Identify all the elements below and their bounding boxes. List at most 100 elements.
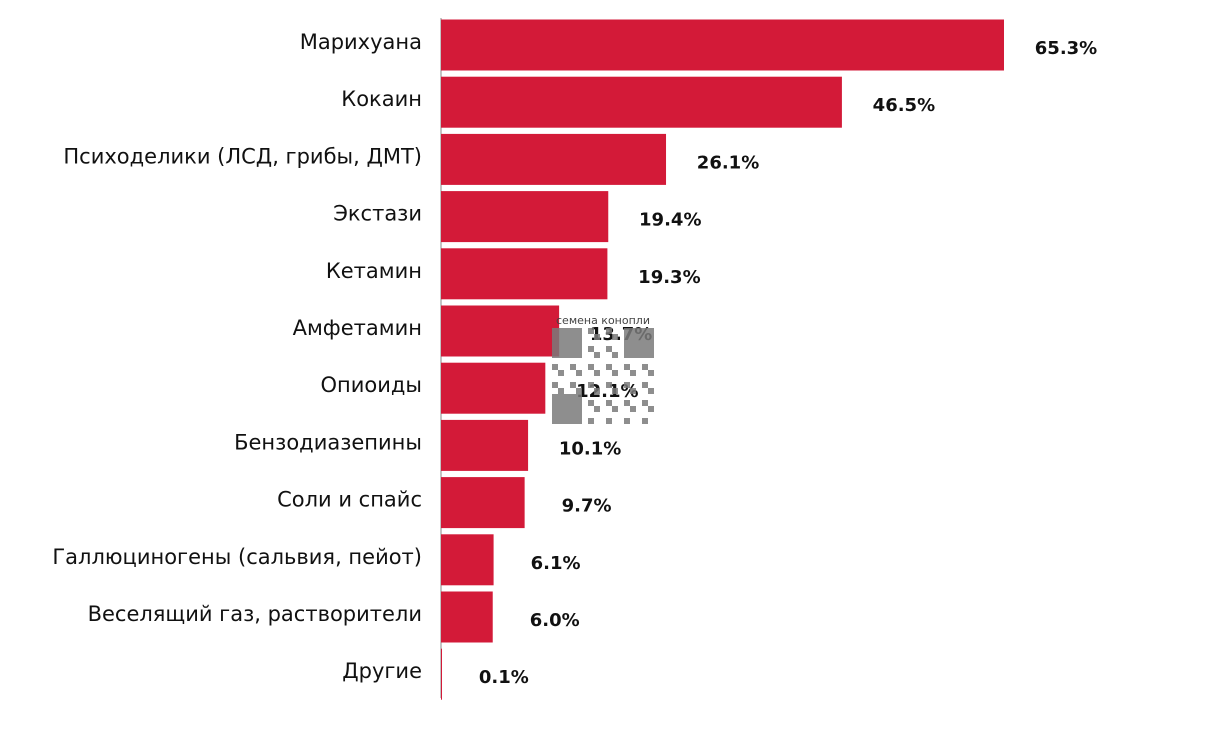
watermark-cell (648, 406, 654, 412)
watermark-cell (630, 370, 636, 376)
watermark-cell (564, 394, 570, 400)
watermark-cell (558, 418, 564, 424)
watermark-cell (606, 382, 612, 388)
watermark-cell (552, 400, 558, 406)
watermark-cell (576, 328, 582, 334)
watermark-cell (588, 346, 594, 352)
bar (441, 305, 560, 357)
bar (441, 133, 667, 185)
watermark-cell (564, 346, 570, 352)
bar (441, 648, 442, 700)
watermark-cell (558, 340, 564, 346)
watermark-text: семена конопли (556, 314, 650, 327)
watermark-cell (594, 352, 600, 358)
watermark-cell (612, 406, 618, 412)
watermark-cell (570, 346, 576, 352)
watermark-cell (606, 346, 612, 352)
watermark-cell (636, 352, 642, 358)
watermark-cell (612, 352, 618, 358)
watermark-cell (552, 394, 558, 400)
bar (441, 76, 842, 128)
watermark-cell (594, 406, 600, 412)
watermark-cell (570, 334, 576, 340)
watermark-cell (642, 382, 648, 388)
watermark-cell (642, 352, 648, 358)
watermark-cell (630, 352, 636, 358)
value-label: 19.4% (639, 210, 701, 231)
bar (441, 419, 529, 471)
category-label: Кокаин (341, 87, 422, 111)
watermark-cell (576, 400, 582, 406)
watermark-cell (552, 406, 558, 412)
watermark-cell (552, 382, 558, 388)
watermark-cell (624, 364, 630, 370)
watermark-cell (570, 412, 576, 418)
watermark-cell (624, 334, 630, 340)
watermark-cell (564, 328, 570, 334)
watermark-cell (648, 334, 654, 340)
watermark-cell (576, 406, 582, 412)
watermark-cell (552, 328, 558, 334)
value-label: 9.7% (562, 496, 612, 517)
watermark-cell (612, 334, 618, 340)
value-label: 6.0% (530, 610, 580, 631)
value-label: 0.1% (479, 667, 529, 688)
watermark-cell (558, 400, 564, 406)
watermark-cell (570, 406, 576, 412)
watermark-cell (588, 400, 594, 406)
category-label: Другие (342, 659, 422, 683)
watermark-cell (588, 364, 594, 370)
watermark-cell (558, 406, 564, 412)
watermark-cell (552, 412, 558, 418)
watermark-cell (648, 346, 654, 352)
watermark-cell (570, 418, 576, 424)
category-label: Соли и спайс (277, 488, 422, 512)
watermark-cell (642, 364, 648, 370)
watermark-cell (636, 340, 642, 346)
watermark-cell (588, 382, 594, 388)
watermark-cell (564, 340, 570, 346)
value-label: 26.1% (697, 152, 759, 173)
watermark-cell (552, 352, 558, 358)
watermark-cell (642, 346, 648, 352)
watermark-cell (570, 382, 576, 388)
watermark-cell (558, 394, 564, 400)
watermark-cell (630, 340, 636, 346)
bar (441, 591, 493, 643)
watermark-cell (594, 334, 600, 340)
watermark-cell (648, 328, 654, 334)
watermark-cell (606, 400, 612, 406)
watermark-cell (570, 394, 576, 400)
watermark-cell (636, 328, 642, 334)
watermark-cell (588, 328, 594, 334)
watermark-cell (564, 418, 570, 424)
watermark-cell (558, 334, 564, 340)
watermark-cell (630, 388, 636, 394)
watermark-cell (606, 328, 612, 334)
watermark-cell (624, 328, 630, 334)
watermark-cell (576, 340, 582, 346)
watermark-cell (576, 412, 582, 418)
watermark-cell (630, 334, 636, 340)
watermark-cell (630, 328, 636, 334)
bar (441, 248, 608, 300)
watermark-cell (576, 352, 582, 358)
watermark-cell (624, 382, 630, 388)
watermark-cell (588, 418, 594, 424)
watermark-cell (576, 394, 582, 400)
category-label: Марихуана (300, 30, 422, 54)
watermark-cell (558, 352, 564, 358)
bar (441, 191, 609, 243)
watermark-cell (624, 418, 630, 424)
watermark-cell (558, 346, 564, 352)
watermark-cell (606, 418, 612, 424)
watermark-cell (570, 340, 576, 346)
watermark-cell (642, 334, 648, 340)
watermark-cell (624, 340, 630, 346)
watermark-cell (564, 400, 570, 406)
watermark-cell (648, 340, 654, 346)
watermark-cell (642, 418, 648, 424)
watermark-cell (624, 352, 630, 358)
watermark-cell (552, 340, 558, 346)
